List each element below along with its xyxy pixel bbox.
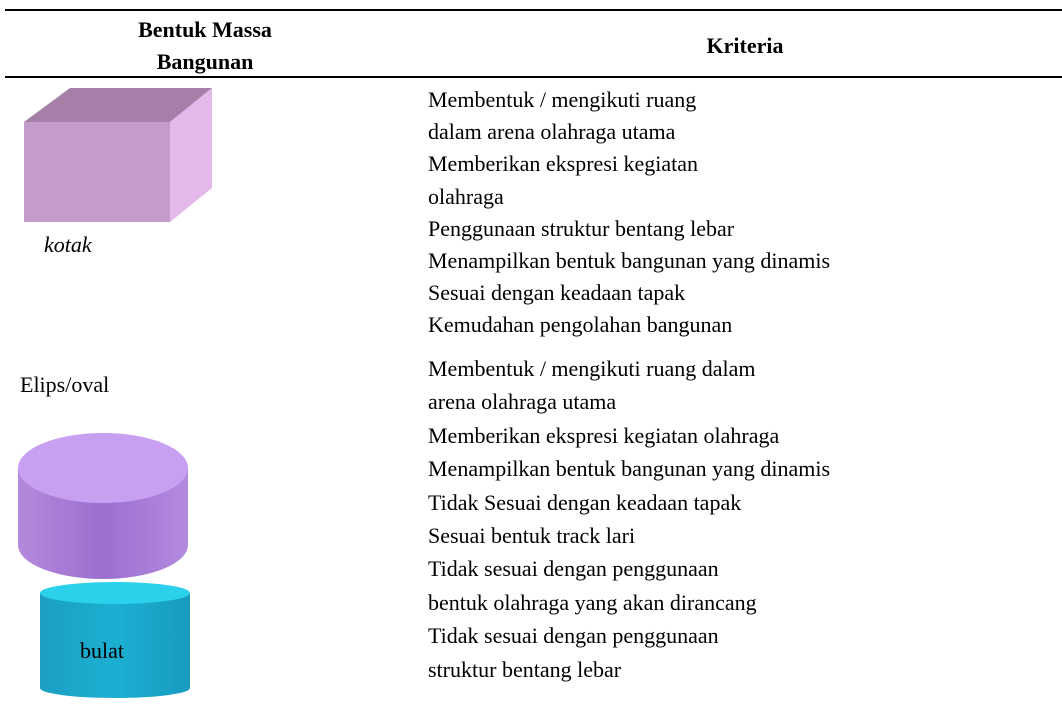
box-shape [24,88,212,222]
criteria-line: dalam arena olahraga utama [428,119,676,145]
criteria-line: Sesuai dengan keadaan tapak [428,280,686,306]
criteria-line: Menampilkan bentuk bangunan yang dinamis [428,456,831,482]
shape-label: kotak [44,232,92,257]
round-cylinder [40,582,190,698]
criteria-line: Tidak sesuai dengan penggunaan [428,623,719,649]
criteria-line: Membentuk / mengikuti ruang [428,87,697,112]
header-criteria: Kriteria [706,33,784,58]
criteria-line: bentuk olahraga yang akan dirancang [428,589,757,615]
criteria-line: Menampilkan bentuk bangunan yang dinamis [428,248,831,273]
criteria-line: Memberikan ekspresi kegiatan olahraga [428,422,780,448]
criteria-line: Memberikan ekspresi kegiatan [428,151,699,177]
shape-label: Elips/oval [20,372,110,397]
criteria-line: arena olahraga utama [428,389,617,415]
header-shape-line: Bentuk Massa [138,17,272,42]
header-rule [5,76,1062,78]
criteria-line: Penggunaan struktur bentang lebar [428,215,735,241]
shape-label: bulat [80,638,124,663]
criteria-line: Sesuai bentuk track lari [428,523,636,548]
criteria-line: olahraga [428,183,504,209]
header-shape-line: Bangunan [156,49,254,74]
oval-cylinder [18,433,188,579]
top-rule [5,9,1062,11]
criteria-line: struktur bentang lebar [428,656,622,682]
criteria-line: Tidak Sesuai dengan keadaan tapak [428,489,742,515]
criteria-line: Kemudahan pengolahan bangunan [428,312,733,338]
criteria-line: Membentuk / mengikuti ruang dalam [428,356,756,381]
criteria-line: Tidak sesuai dengan penggunaan [428,556,719,582]
